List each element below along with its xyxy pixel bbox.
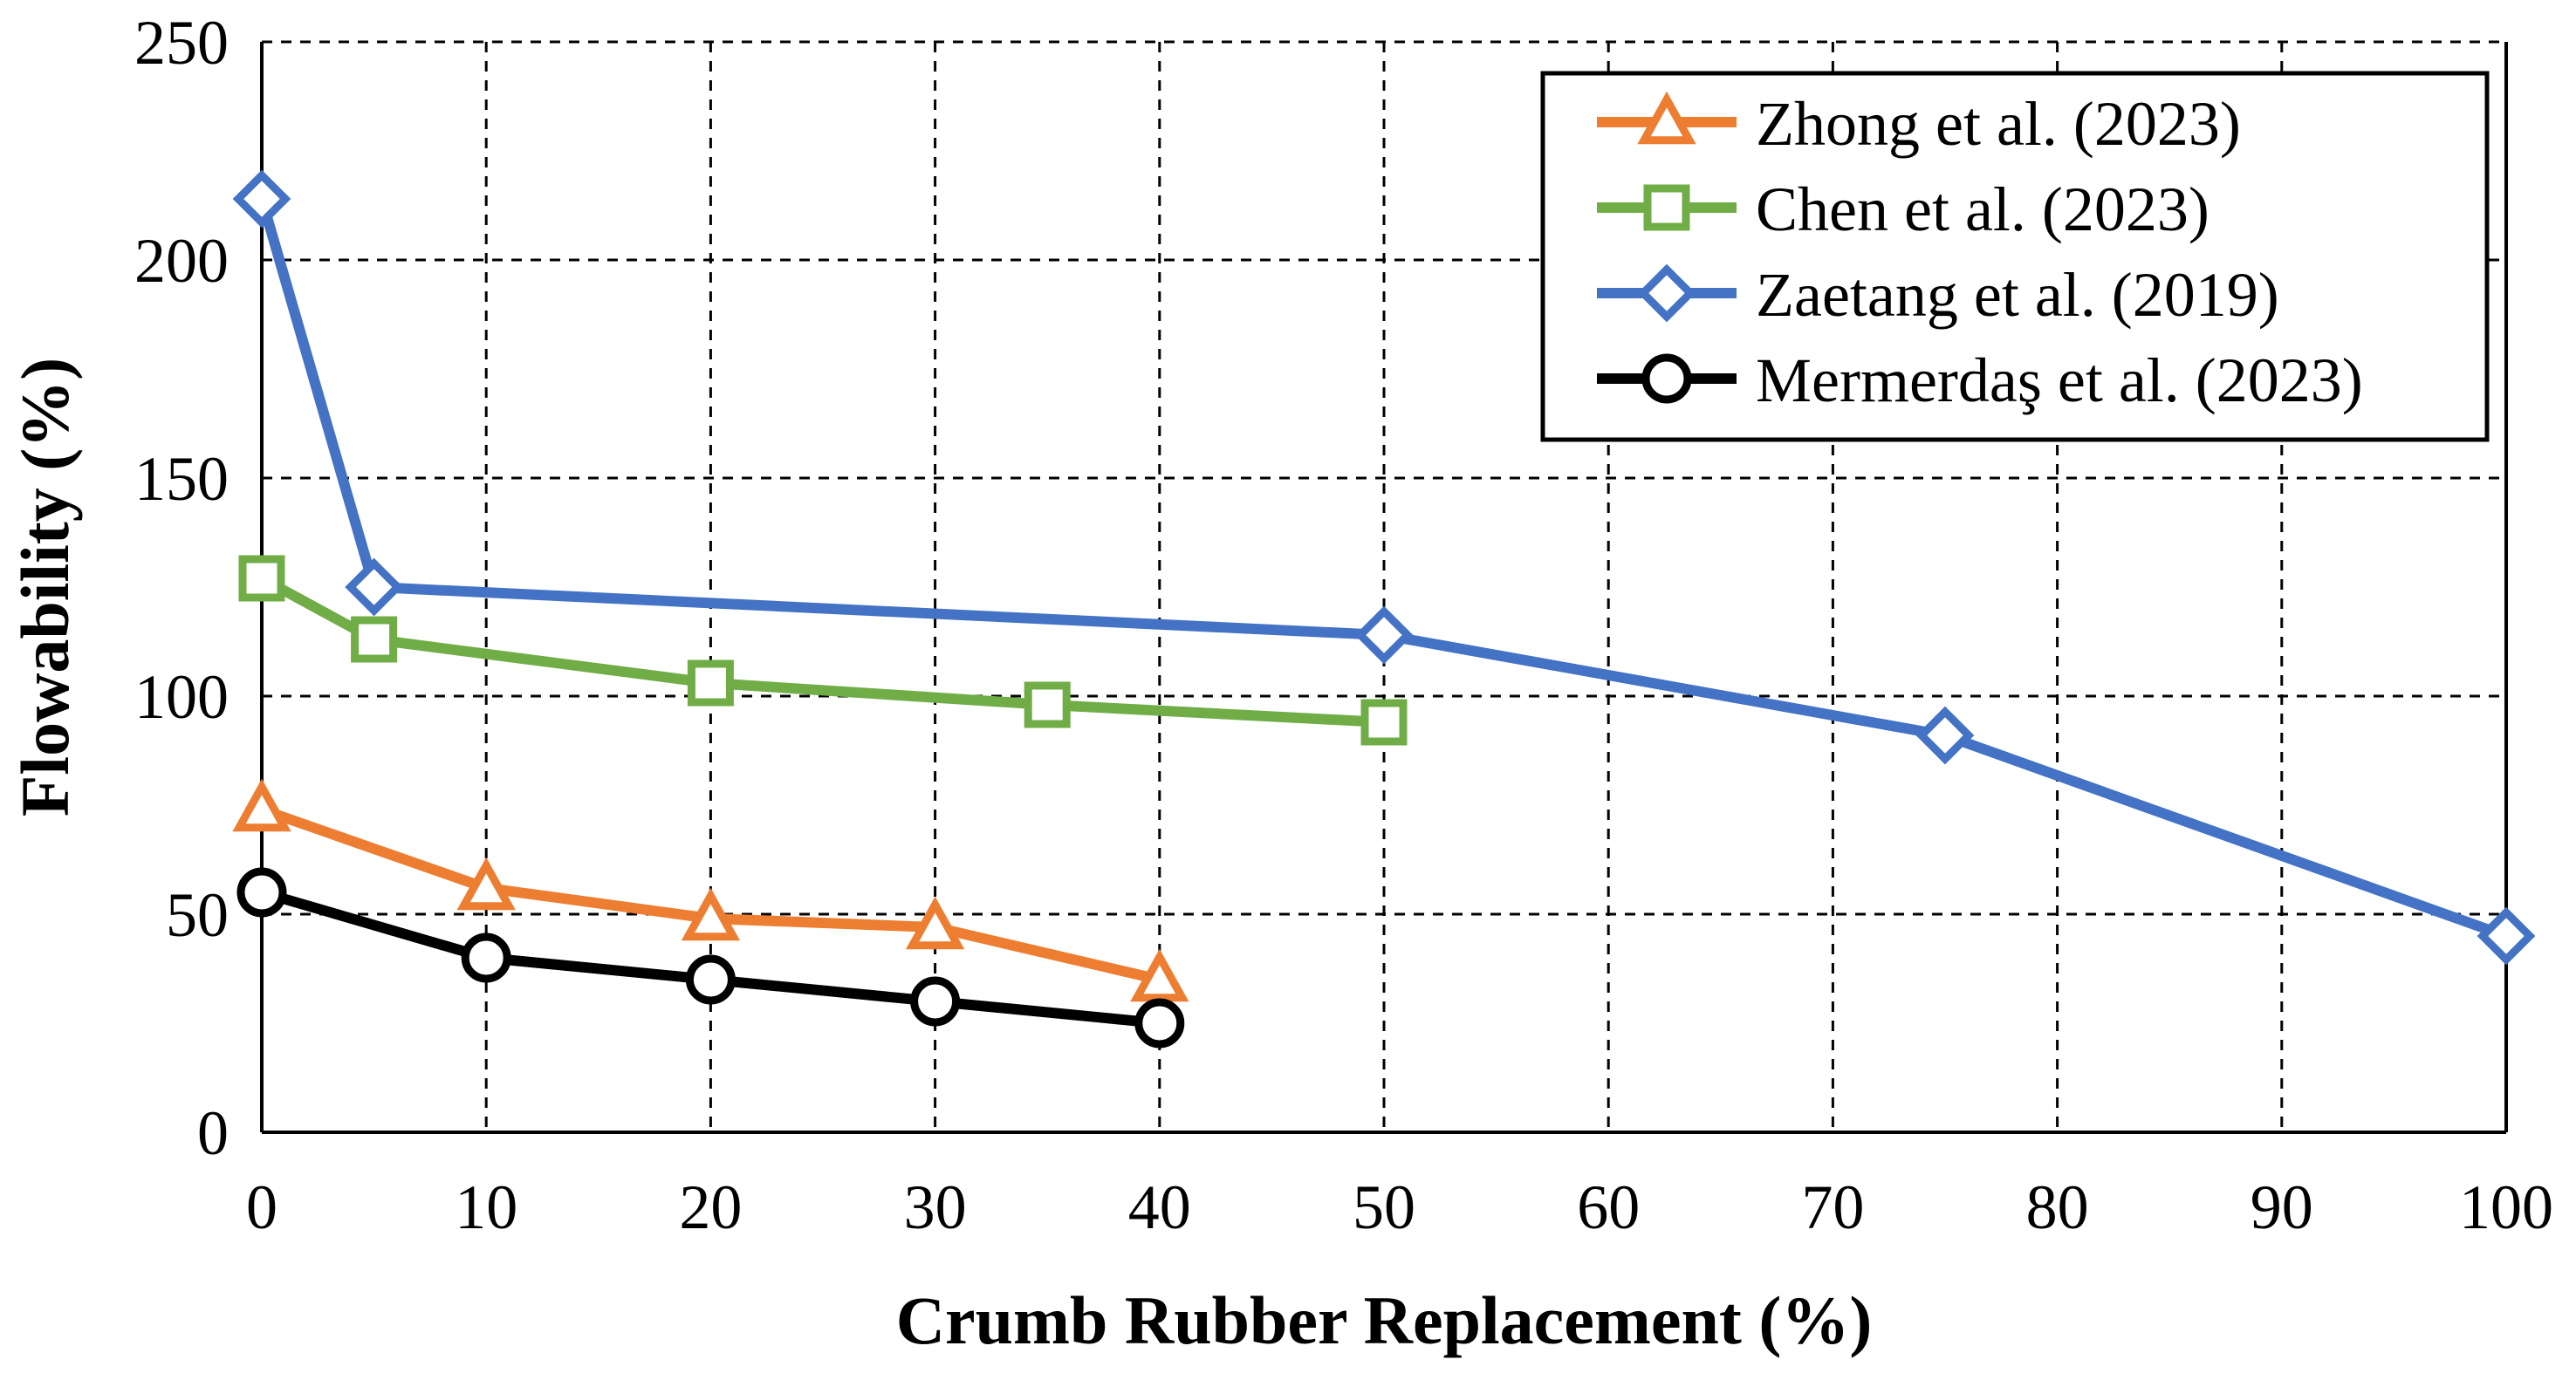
x-tick-label-80: 80 — [2026, 1172, 2089, 1242]
y-tick-label-200: 200 — [134, 226, 229, 296]
y-tick-label-0: 0 — [197, 1098, 229, 1168]
x-tick-label-70: 70 — [1801, 1172, 1864, 1242]
series-1-point-0 — [238, 555, 285, 602]
series-1-point-4 — [1360, 699, 1408, 746]
series-3 — [236, 867, 1185, 1049]
x-tick-label-0: 0 — [246, 1172, 277, 1242]
series-2 — [232, 169, 2536, 966]
y-tick-label-50: 50 — [166, 880, 229, 950]
series-3-point-0 — [236, 867, 287, 918]
legend-label-3: Mermerdaş et al. (2023) — [1756, 345, 2363, 415]
y-axis-title: Flowability (%) — [7, 358, 83, 816]
series-3-point-1 — [461, 933, 511, 983]
series-0-point-3 — [905, 896, 965, 950]
x-tick-label-50: 50 — [1353, 1172, 1415, 1242]
x-tick-label-30: 30 — [904, 1172, 967, 1242]
legend-label-1: Chen et al. (2023) — [1756, 174, 2209, 244]
x-tick-label-10: 10 — [455, 1172, 517, 1242]
x-tick-label-40: 40 — [1128, 1172, 1191, 1242]
y-tick-label-150: 150 — [134, 444, 229, 514]
series-2-point-3 — [1915, 706, 1975, 765]
series-0-point-0 — [232, 778, 291, 832]
series-0 — [232, 778, 1189, 1002]
legend-marker-3 — [1641, 353, 1692, 404]
x-tick-label-90: 90 — [2251, 1172, 2313, 1242]
series-1 — [238, 555, 1408, 746]
series-3-point-2 — [685, 954, 736, 1005]
series-3-point-4 — [1134, 998, 1185, 1049]
series-2-point-1 — [345, 557, 403, 617]
tick-labels: 0 10 20 30 40 50 60 70 80 90 100 0 50 100 150 200 250 — [134, 8, 2553, 1242]
series-3-point-3 — [910, 976, 961, 1027]
x-tick-label-60: 60 — [1577, 1172, 1640, 1242]
series-group — [232, 169, 2536, 1049]
series-1-point-1 — [351, 616, 398, 663]
series-2-point-4 — [2477, 906, 2536, 966]
x-axis-title: Crumb Rubber Replacement (%) — [896, 1282, 1873, 1358]
series-0-point-2 — [681, 887, 741, 941]
x-tick-label-20: 20 — [679, 1172, 742, 1242]
legend-marker-1 — [1643, 184, 1690, 231]
x-tick-label-100: 100 — [2459, 1172, 2553, 1242]
y-tick-label-250: 250 — [134, 8, 229, 78]
series-1-point-3 — [1024, 681, 1071, 728]
legend-label-2: Zaetang et al. (2019) — [1756, 260, 2279, 330]
series-0-point-4 — [1130, 948, 1189, 1002]
series-1-point-2 — [687, 659, 734, 707]
series-2-point-2 — [1354, 605, 1414, 665]
y-tick-label-100: 100 — [134, 662, 229, 732]
legend: Zhong et al. (2023) Chen et al. (2023) Zae… — [1540, 71, 2490, 442]
legend-marker-2 — [1637, 263, 1696, 323]
series-2-point-0 — [232, 169, 291, 229]
legend-label-0: Zhong et al. (2023) — [1756, 89, 2241, 159]
legend-marker-0 — [1637, 91, 1696, 145]
series-0-point-1 — [456, 857, 516, 911]
